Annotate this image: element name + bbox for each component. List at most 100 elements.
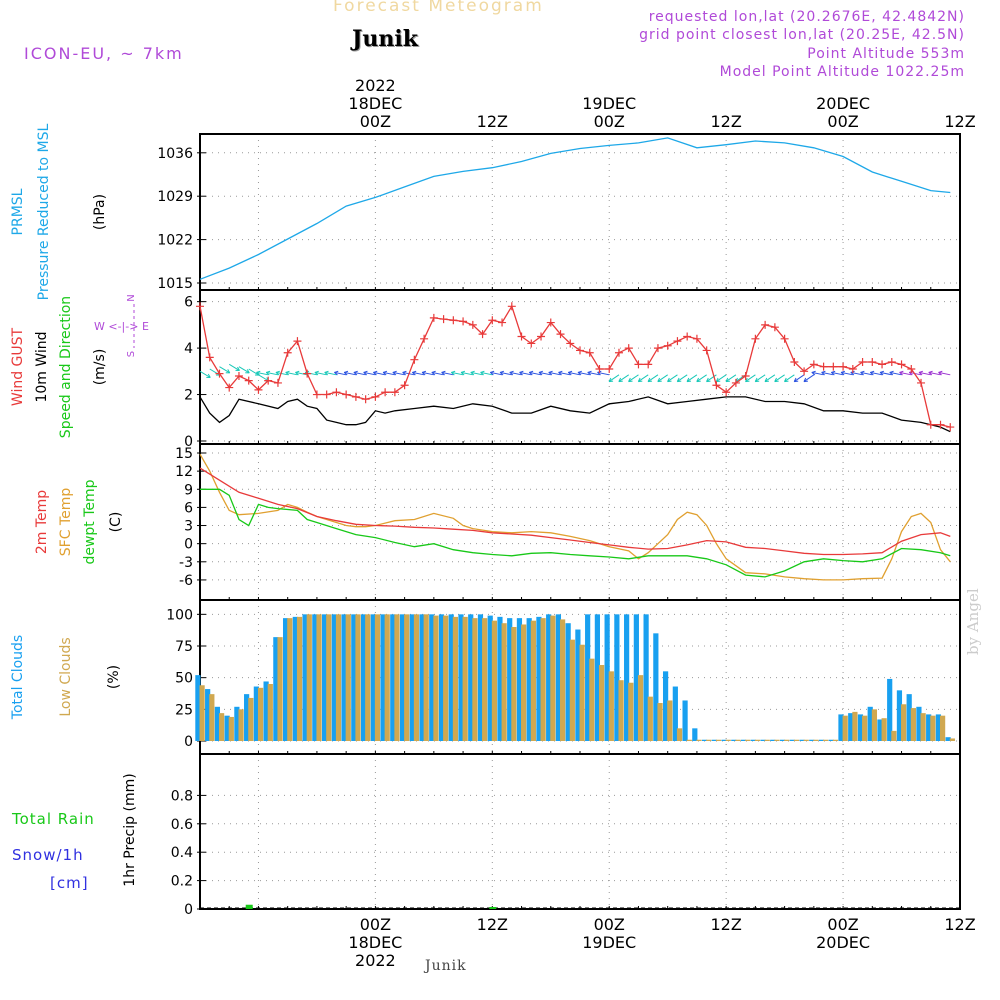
time-label-top: 18DEC [348,94,402,113]
wind-arrow [509,371,522,376]
wind-arrow-head [597,372,601,376]
low-cloud-bar [384,614,390,741]
total-cloud-bar [244,694,250,741]
gust-marker [517,332,526,341]
gust-marker [439,315,448,324]
gust-marker [390,388,399,397]
low-cloud-bar [404,614,410,741]
low-cloud-bar [618,680,624,741]
total-cloud-bar [662,671,669,741]
low-cloud-bar [540,618,546,741]
wind-arrow-head [637,377,641,382]
total-cloud-bar [214,706,220,741]
gust-marker [800,367,809,376]
low-cloud-bar [530,620,536,741]
wind-arrow-head [412,372,416,376]
gust-marker [196,302,204,311]
low-cloud-bar [803,739,809,741]
total-cloud-bar [458,614,464,741]
total-cloud-bar [565,623,571,741]
total-cloud-bar [896,690,903,741]
y-tick-label: 1022 [157,233,193,249]
gust-marker [449,316,458,325]
wind-arrow [228,363,240,371]
wind-arrow-head [558,370,563,373]
low-cloud-bar [608,671,614,741]
wind-arrow-head [889,372,894,376]
y-tick-label: 0 [184,537,193,553]
y-tick-label: 2 [184,388,193,404]
low-cloud-bar [628,682,634,741]
gust-marker [507,302,516,311]
y-tick-label: 0.6 [171,817,193,833]
wind-arrow [460,371,473,376]
wind-arrow-head [324,372,329,376]
chart-title: Forecast Meteogram [333,0,544,16]
wind-arrow [392,371,405,376]
wind-arrow-head [334,370,339,373]
y-tick-label: -3 [179,555,193,571]
low-cloud-bar [569,639,575,741]
wind-arrow-head [343,370,349,373]
low-cloud-bar [657,703,663,741]
gust-marker [731,378,740,387]
wind-arrow [754,374,766,382]
time-label-top: 00Z [360,112,391,131]
wind-arrow-head [908,372,913,376]
low-cloud-bar [345,614,351,741]
wind-arrow-head [706,377,709,382]
gust-marker [848,365,857,373]
wind-arrow-head [870,370,875,373]
wind-arrow-head [821,372,825,376]
wind-arrow [499,371,512,376]
low-cloud-bar [813,739,819,741]
gust-marker [371,392,380,401]
y-tick-label: -6 [179,573,193,589]
wind-arrow [548,371,561,376]
wind-arrow-head [207,373,211,378]
gust-marker [244,376,253,385]
gust-marker [761,320,770,329]
wind-arrow-head [793,377,797,382]
y-tick-label: 25 [175,702,193,718]
wind-arrow [353,371,366,376]
panel-frame [199,753,961,910]
total-cloud-bar [585,614,591,741]
total-cloud-bar [205,689,211,741]
low-cloud-bar [706,739,712,741]
time-label-top: 00Z [827,112,858,131]
gust-marker [692,334,701,343]
low-cloud-bar [228,716,234,741]
low-cloud-bar [647,696,653,741]
gust-marker [537,332,546,341]
y-tick-label: 0.2 [171,874,193,890]
total-cloud-bar [614,614,620,741]
wind-arrow [811,371,824,376]
time-label-bottom: 2022 [355,951,396,970]
wind-arrow [577,371,590,376]
y-tick-label: 1036 [157,146,193,162]
time-label-bottom: 19DEC [582,933,636,952]
gust-marker [410,355,419,364]
total-cloud-bar [429,614,435,741]
wind-arrow [421,371,434,376]
wind-arrow-head [667,377,670,382]
wind-arrow-head [256,370,261,373]
wind-arrow-head [519,372,523,376]
total-cloud-bar [555,614,562,741]
gust-marker [722,388,731,397]
wind-arrow-head [334,372,338,376]
wind-arrow [248,368,260,376]
low-cloud-bar [725,739,731,741]
total-cloud-bar [594,614,600,741]
total-cloud-bar [380,614,386,741]
time-label-bottom: 20DEC [816,933,870,952]
total-cloud-bar [633,614,639,741]
wind-arrow [441,371,454,376]
low-cloud-bar [637,675,644,741]
wind-arrow-head [830,372,835,376]
total-cloud-bar [448,614,454,741]
panel-label: Speed and Direction [58,296,74,438]
wind-arrow-head [451,370,456,373]
time-label-top: 12Z [944,112,975,131]
